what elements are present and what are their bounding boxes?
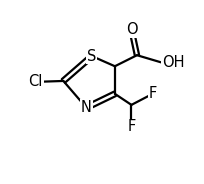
Text: OH: OH — [162, 55, 184, 70]
Text: N: N — [81, 100, 92, 115]
Text: S: S — [87, 49, 96, 64]
Text: Cl: Cl — [29, 74, 43, 89]
Text: O: O — [126, 22, 137, 37]
Text: F: F — [127, 119, 136, 135]
Text: F: F — [149, 86, 157, 101]
